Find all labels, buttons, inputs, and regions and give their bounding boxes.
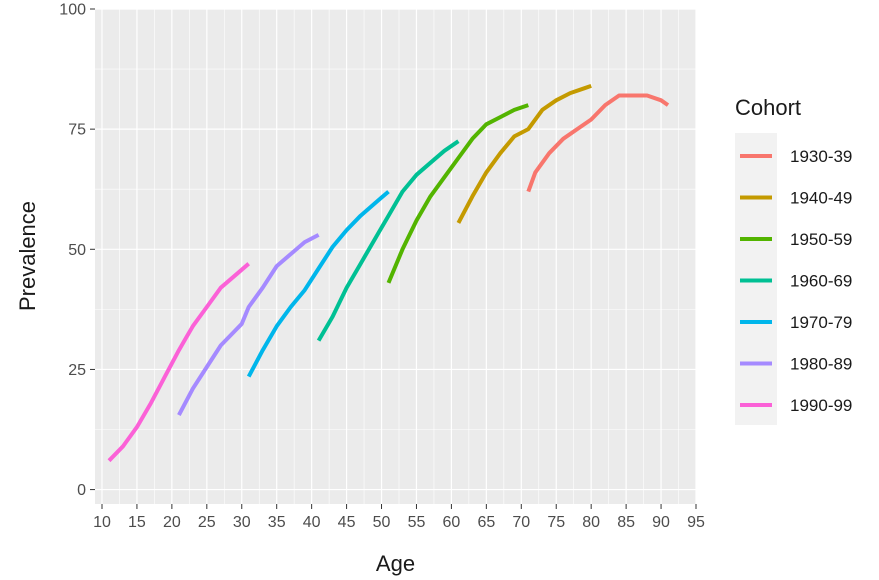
- x-tick-label: 50: [373, 514, 391, 531]
- x-tick-label: 80: [582, 514, 600, 531]
- x-tick-label: 30: [233, 514, 251, 531]
- legend-title: Cohort: [735, 95, 801, 120]
- series-line-1950-59: [386, 103, 529, 284]
- x-tick-label: 55: [408, 514, 426, 531]
- y-tick-label: 100: [59, 2, 86, 19]
- y-axis: 0 25 50 75 100: [59, 2, 95, 499]
- x-axis-title: Age: [376, 551, 415, 576]
- y-tick-label: 0: [77, 482, 86, 499]
- series-lines: [107, 84, 670, 463]
- legend-label: 1940-49: [790, 189, 852, 208]
- legend-label: 1930-39: [790, 147, 852, 166]
- series-line-1940-49: [456, 84, 592, 224]
- x-tick-label: 35: [268, 514, 286, 531]
- legend-label: 1960-69: [790, 272, 852, 291]
- y-axis-title: Prevalence: [15, 201, 40, 311]
- x-tick-label: 10: [93, 514, 111, 531]
- y-tick-label: 50: [68, 242, 86, 259]
- legend-items: 1930-39 1940-49 1950-59 1960-69 1970-79 1980-…: [740, 147, 852, 415]
- x-tick-label: 45: [338, 514, 356, 531]
- x-tick-label: 70: [512, 514, 530, 531]
- panel-background: [95, 9, 696, 504]
- x-tick-label: 75: [547, 514, 565, 531]
- y-tick-label: 75: [68, 122, 86, 139]
- x-tick-label: 95: [687, 514, 705, 531]
- x-tick-label: 60: [443, 514, 461, 531]
- legend: Cohort 1930-39 1940-49 1950-59 1960-69 1970-…: [735, 95, 852, 425]
- legend-label: 1980-89: [790, 355, 852, 374]
- legend-label: 1990-99: [790, 396, 852, 415]
- series-line-1960-69: [316, 139, 460, 342]
- x-tick-label: 90: [652, 514, 670, 531]
- series-line-1990-99: [107, 262, 251, 463]
- x-tick-label: 65: [477, 514, 495, 531]
- legend-label: 1970-79: [790, 313, 852, 332]
- x-tick-label: 15: [128, 514, 146, 531]
- x-tick-label: 25: [198, 514, 216, 531]
- legend-label: 1950-59: [790, 230, 852, 249]
- y-tick-label: 25: [68, 362, 86, 379]
- x-tick-label: 85: [617, 514, 635, 531]
- series-line-1970-79: [246, 190, 390, 378]
- series-line-1930-39: [526, 93, 670, 193]
- major-gridlines: [95, 8, 697, 504]
- x-tick-label: 20: [163, 514, 181, 531]
- x-axis: 10 15 20 25 30 35 40 45 50 55 60 65 70 75 80 85 90 95: [93, 504, 705, 531]
- minor-gridlines: [95, 9, 696, 504]
- x-tick-label: 40: [303, 514, 321, 531]
- series-line-1980-89: [177, 233, 320, 417]
